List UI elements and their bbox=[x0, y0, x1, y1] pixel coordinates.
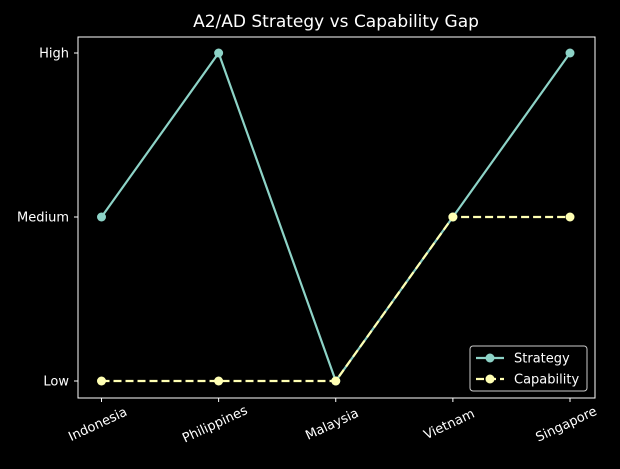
data-point-capability bbox=[448, 212, 458, 222]
data-point-strategy bbox=[214, 48, 224, 58]
legend-label: Capability bbox=[514, 373, 579, 388]
x-tick-label: Vietnam bbox=[422, 407, 477, 443]
plot-area bbox=[77, 36, 596, 399]
legend-label: Strategy bbox=[514, 352, 570, 367]
chart-title: A2/AD Strategy vs Capability Gap bbox=[193, 12, 479, 32]
data-point-strategy bbox=[565, 48, 575, 58]
y-tick-label: Low bbox=[43, 375, 69, 390]
legend-marker bbox=[485, 374, 495, 384]
x-tick-label: Malaysia bbox=[303, 406, 361, 444]
x-tick-label: Philippines bbox=[180, 403, 250, 446]
x-tick-label: Indonesia bbox=[66, 405, 129, 445]
data-point-strategy bbox=[97, 212, 106, 222]
data-point-capability bbox=[97, 376, 106, 386]
data-point-capability bbox=[565, 212, 575, 222]
data-point-capability bbox=[331, 376, 341, 386]
data-point-capability bbox=[214, 376, 224, 386]
x-tick-label: Singapore bbox=[534, 404, 600, 445]
legend-marker bbox=[485, 353, 495, 363]
legend: Strategy Capability bbox=[469, 345, 588, 392]
y-tick-label: Medium bbox=[17, 211, 69, 226]
y-tick-label: High bbox=[39, 47, 69, 62]
